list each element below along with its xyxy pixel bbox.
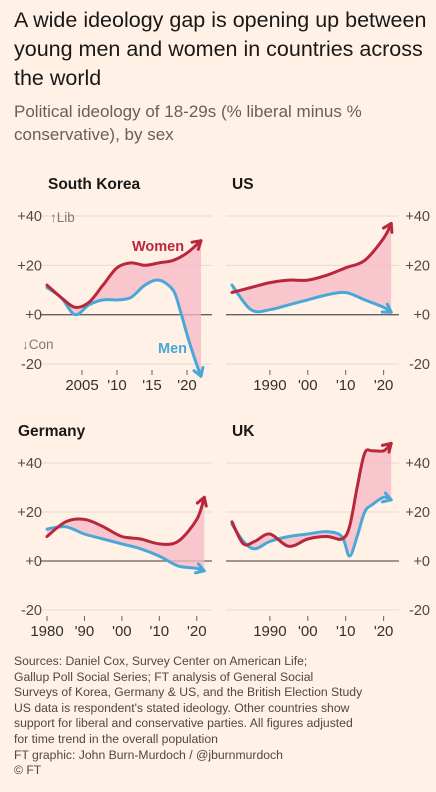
y-tick-label: -20 — [21, 603, 42, 619]
panel-title: US — [232, 176, 254, 193]
x-tick-label: '00 — [298, 623, 318, 640]
y-tick-label: +40 — [405, 209, 430, 225]
gap-fill-area — [232, 443, 392, 555]
y-tick-label: -20 — [409, 603, 430, 619]
panel-uk: +40 +20 +0 -20 1990 '00 '10 '20 UK — [226, 423, 430, 640]
y-tick-label: +0 — [25, 308, 42, 324]
series-arrow-women — [195, 495, 208, 508]
x-tick-label: '20 — [187, 623, 207, 640]
x-tick-label: '10 — [107, 377, 127, 394]
series-arrow-men — [380, 491, 393, 504]
series-arrow-women — [190, 239, 203, 251]
gap-fill-area — [47, 240, 201, 377]
x-tick-label: 2005 — [65, 377, 98, 394]
chart-title: A wide ideology gap is opening up betwee… — [14, 8, 427, 90]
y-tick-label: +20 — [17, 505, 42, 521]
source-line: Sources: Daniel Cox, Survey Center on Am… — [14, 654, 308, 668]
y-tick-label: -20 — [409, 357, 430, 373]
y-tick-label: +20 — [17, 258, 42, 274]
series-arrow-men — [380, 302, 393, 314]
series-line-women — [45, 495, 206, 546]
series-arrow-men — [194, 562, 206, 575]
note-line: for time trend in the overall population — [14, 731, 218, 746]
series-line-women — [230, 221, 393, 294]
y-tick-label: +40 — [405, 456, 430, 472]
y-tick-label: +20 — [405, 258, 430, 274]
x-tick-label: '10 — [150, 623, 170, 640]
y-tick-label: +0 — [413, 308, 430, 324]
series-line-men — [230, 283, 393, 314]
panel-title: South Korea — [48, 176, 141, 193]
series-line-men — [45, 525, 206, 573]
copyright-line: © FT — [14, 763, 42, 778]
panel-germany: +40 +20 +0 -20 1980 '90 '00 '10 '20 Germany — [17, 423, 212, 640]
x-tick-label: '00 — [298, 377, 318, 394]
panel-us: +40 +20 +0 -20 1990 '00 '10 '20 US — [226, 176, 430, 394]
x-tick-label: '00 — [112, 623, 132, 640]
x-tick-label: '15 — [142, 377, 162, 394]
series-arrow-men — [192, 366, 205, 378]
note-line: US data is respondent's stated ideology.… — [14, 700, 350, 715]
series-line-men — [45, 278, 203, 378]
x-tick-label: '10 — [336, 377, 356, 394]
series-line-women — [45, 239, 203, 309]
gap-fill-area — [232, 223, 392, 313]
x-tick-label: '20 — [177, 377, 197, 394]
x-tick-label: '20 — [374, 623, 394, 640]
x-tick-label: 1990 — [253, 377, 286, 394]
y-tick-label: -20 — [21, 357, 42, 373]
gap-fill-area — [47, 497, 205, 571]
chart-subtitle: Political ideology of 18-29s (% liberal … — [14, 102, 362, 144]
legend-label-men: Men — [158, 341, 187, 357]
y-tick-label: +40 — [17, 209, 42, 225]
y-tick-label: +0 — [413, 554, 430, 570]
annotation-con: ↓Con — [22, 337, 54, 352]
series-arrow-women — [382, 221, 394, 234]
series-line-women — [230, 441, 393, 548]
legend-label-women: Women — [132, 239, 184, 255]
series-line-men — [230, 495, 393, 558]
series-arrow-women — [380, 441, 393, 454]
note-line: support for liberal and conservative par… — [14, 716, 353, 731]
source-notes: Sources: Daniel Cox, Survey Center on Am… — [14, 654, 429, 779]
panel-title: UK — [232, 423, 255, 440]
y-tick-label: +0 — [25, 554, 42, 570]
panel-south-korea: +40 +20 +0 -20 2005 '10 '15 '20 South Korea Women… — [17, 176, 212, 394]
y-tick-label: +20 — [405, 505, 430, 521]
x-tick-label: '90 — [75, 623, 95, 640]
source-line: Surveys of Korea, Germany & US, and the … — [14, 685, 363, 700]
y-tick-label: +40 — [17, 456, 42, 472]
x-tick-label: '10 — [336, 623, 356, 640]
x-tick-label: 1980 — [30, 623, 63, 640]
annotation-lib: ↑Lib — [50, 210, 75, 225]
panel-title: Germany — [18, 423, 86, 440]
credit-line: FT graphic: John Burn-Murdoch / @jburnmu… — [14, 747, 283, 762]
x-tick-label: 1990 — [253, 623, 286, 640]
x-tick-label: '20 — [374, 377, 394, 394]
source-line: Gallup Poll Social Series; FT analysis o… — [14, 669, 314, 684]
